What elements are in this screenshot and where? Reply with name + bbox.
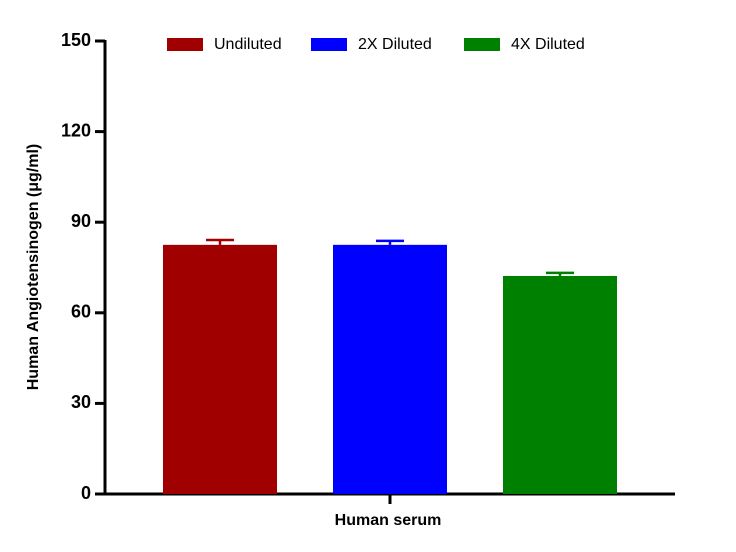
legend-swatch [167, 38, 203, 51]
error-bar [376, 239, 404, 245]
y-tick-label: 120 [61, 120, 91, 140]
legend-label: Undiluted [214, 36, 282, 53]
y-tick-label: 30 [71, 392, 91, 412]
y-tick-label: 150 [61, 30, 91, 50]
y-tick-label: 90 [71, 211, 91, 231]
legend-swatch [464, 38, 500, 51]
legend-label: 4X Diluted [511, 36, 585, 53]
bar [503, 275, 617, 494]
bar [163, 244, 277, 494]
legend-swatch [311, 38, 347, 51]
x-axis-label: Human serum [335, 512, 442, 529]
y-tick-label: 60 [71, 302, 91, 322]
error-bar [206, 238, 234, 245]
legend-label: 2X Diluted [358, 36, 432, 53]
y-tick-label: 0 [81, 483, 91, 503]
error-bar [546, 271, 574, 276]
y-axis-label: Human Angiotensinogen (μg/ml) [25, 144, 42, 391]
bar [333, 244, 447, 494]
